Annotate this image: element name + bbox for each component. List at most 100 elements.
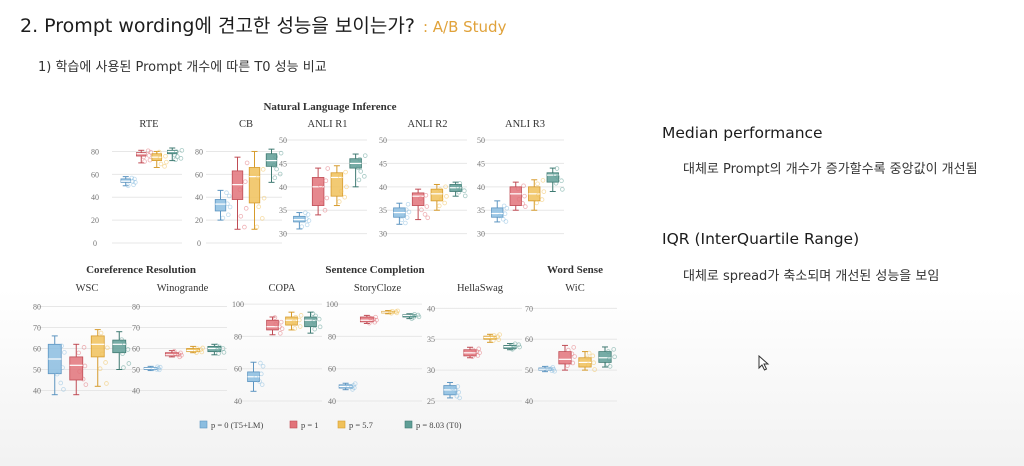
prompt-point [611, 347, 616, 352]
prompt-point [393, 309, 399, 315]
prompt-point [406, 209, 412, 215]
prompt-point [497, 213, 502, 219]
prompt-point [520, 201, 525, 206]
prompt-point [425, 215, 431, 221]
prompt-point [510, 347, 515, 352]
prompt-point [555, 174, 561, 180]
y-tick-label: 50 [525, 366, 533, 375]
prompt-point [410, 313, 415, 318]
prompt-point [450, 385, 455, 391]
prompt-point [83, 382, 89, 387]
prompt-point [362, 153, 368, 158]
prompt-point [273, 321, 279, 327]
y-tick-label: 60 [91, 170, 99, 179]
box-iqr [509, 186, 522, 206]
y-tick-label: 0 [197, 239, 201, 248]
y-tick-label: 40 [132, 387, 140, 396]
legend-swatch [199, 420, 208, 429]
prompt-point [442, 200, 447, 206]
prompt-point [605, 349, 611, 354]
prompt-point [539, 197, 545, 202]
prompt-point [257, 379, 262, 384]
prompt-point [121, 365, 126, 370]
prompt-point [81, 345, 87, 350]
prompt-point [125, 347, 131, 352]
note-text-iqr: 대체로 spread가 축소되며 개선된 성능을 보임 [683, 269, 940, 284]
prompt-point [515, 186, 521, 192]
prompt-point [358, 169, 364, 174]
legend-swatch [289, 420, 298, 429]
prompt-point [424, 204, 430, 209]
prompt-point [272, 315, 278, 320]
prompt-point [585, 362, 591, 368]
prompt-point [404, 215, 410, 220]
y-tick-label: 70 [525, 304, 533, 313]
prompt-point [80, 376, 86, 382]
y-tick-label: 20 [195, 216, 203, 225]
prompt-point [119, 337, 124, 342]
prompt-point [243, 179, 248, 184]
prompt-point [453, 388, 459, 393]
prompt-point [199, 349, 205, 355]
slide-title: 2. Prompt wording에 견고한 성능을 보이는가?: A/B St… [20, 11, 506, 38]
prompt-point [437, 187, 443, 192]
prompt-point [311, 319, 317, 324]
y-tick-label: 30 [379, 230, 387, 239]
prompt-point [371, 316, 377, 322]
figure-group-title: Coreference Resolution [86, 264, 196, 276]
y-tick-label: 80 [33, 303, 41, 312]
y-tick-label: 30 [279, 230, 287, 239]
prompt-point [522, 193, 527, 199]
prompt-point [540, 178, 546, 183]
y-tick-label: 50 [477, 136, 485, 145]
box-iqr [491, 207, 504, 218]
prompt-point [548, 366, 554, 372]
y-tick-label: 35 [477, 206, 485, 215]
prompt-point [76, 350, 81, 356]
prompt-point [605, 361, 610, 367]
prompt-point [256, 204, 262, 209]
legend-swatch [404, 420, 413, 429]
prompt-point [317, 324, 323, 330]
y-tick-label: 80 [328, 332, 336, 341]
prompt-point [423, 192, 429, 198]
prompt-point [454, 393, 460, 399]
prompt-point [553, 181, 559, 186]
panel-title: Winogrande [157, 283, 209, 294]
prompt-point [216, 351, 221, 356]
y-tick-label: 40 [91, 193, 99, 202]
prompt-point [126, 361, 132, 366]
panel-title: StoryCloze [354, 283, 402, 294]
y-tick-label: 80 [234, 332, 242, 341]
prompt-point [585, 355, 590, 361]
prompt-point [517, 344, 522, 350]
legend-swatch [337, 420, 346, 429]
prompt-point [255, 175, 261, 181]
prompt-point [59, 343, 64, 349]
box-iqr [90, 335, 105, 358]
y-tick-label: 100 [232, 300, 244, 309]
prompt-point [214, 343, 220, 349]
prompt-point [104, 381, 109, 386]
box-iqr [359, 316, 374, 323]
prompt-point [316, 316, 322, 322]
prompt-point [362, 174, 367, 179]
box-iqr [248, 167, 261, 204]
y-tick-label: 25 [427, 397, 435, 406]
prompt-point [297, 324, 303, 329]
prompt-point [173, 157, 178, 163]
prompt-point [177, 354, 182, 360]
prompt-point [504, 205, 510, 211]
y-tick-label: 40 [477, 183, 485, 192]
prompt-point [388, 309, 393, 315]
prompt-point [303, 216, 309, 222]
prompt-point [198, 347, 204, 352]
prompt-point [565, 347, 571, 353]
y-tick-label: 40 [279, 183, 287, 192]
prompt-point [77, 369, 82, 374]
box-iqr [266, 319, 279, 331]
y-tick-label: 60 [195, 170, 203, 179]
prompt-point [571, 345, 576, 350]
prompt-point [172, 152, 177, 158]
prompt-point [516, 342, 521, 348]
